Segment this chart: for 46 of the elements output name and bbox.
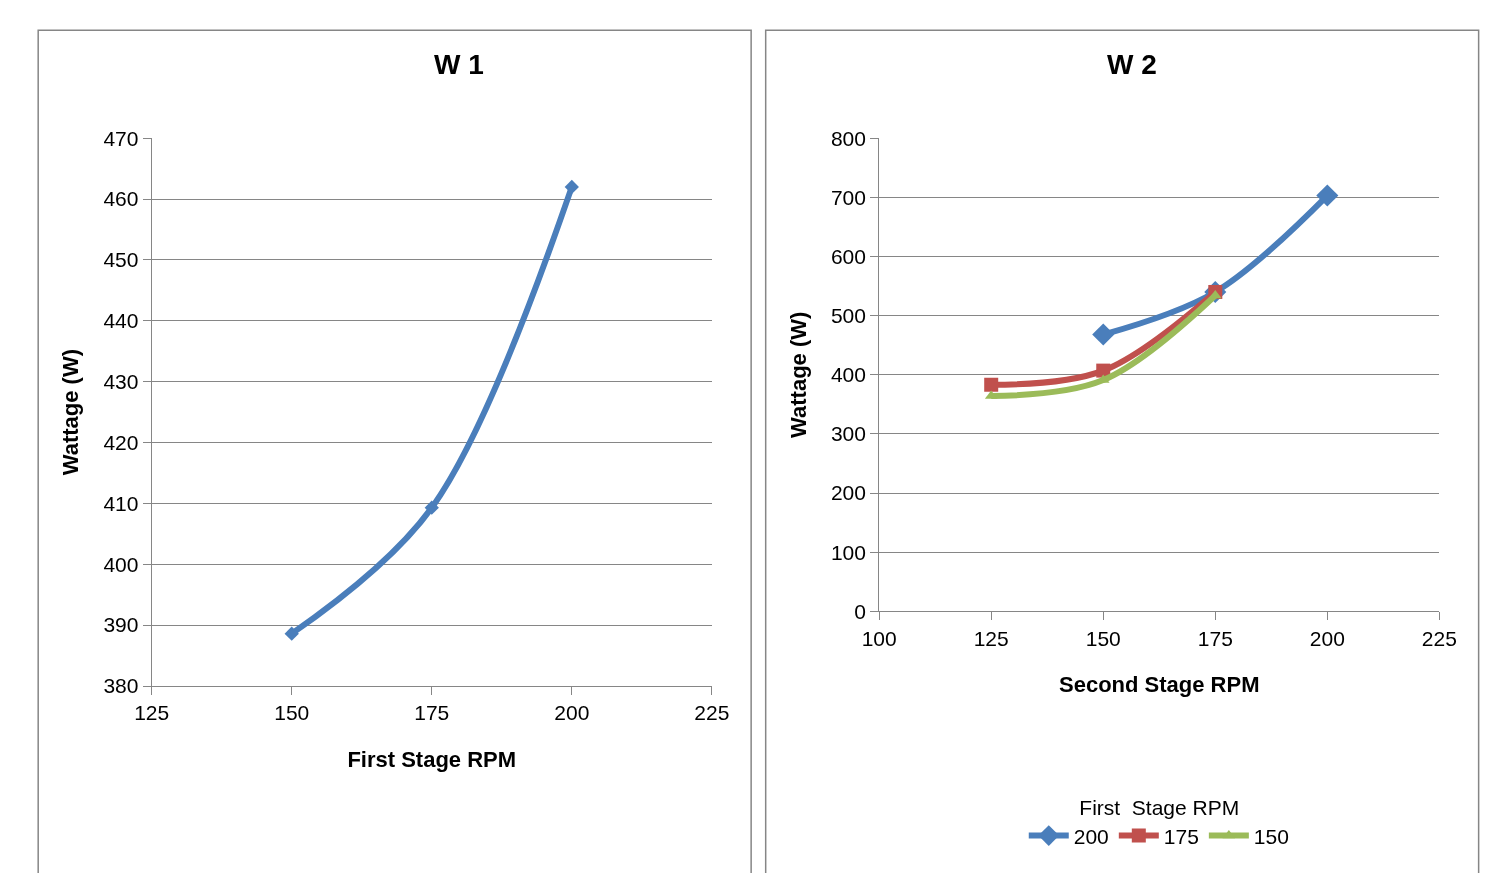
legend-title: First Stage RPM — [1079, 796, 1240, 820]
y-tick-label: 400 — [103, 552, 139, 576]
y-axis-title: Wattage (W) — [58, 348, 84, 476]
y-tick-label: 440 — [103, 309, 139, 333]
y-tick-label: 200 — [830, 481, 866, 505]
y-axis-title: Wattage (W) — [785, 311, 811, 438]
point — [1092, 323, 1115, 346]
x-axis-title: Second Stage RPM — [1059, 672, 1260, 698]
y-tick-label: 420 — [103, 430, 139, 454]
y-tick-label: 700 — [830, 185, 866, 209]
x-tick-label: 150 — [274, 701, 310, 725]
x-tick-label: 100 — [861, 626, 897, 650]
x-tick-label: 200 — [554, 701, 590, 725]
y-tick-label: 400 — [830, 363, 866, 387]
point — [1316, 184, 1339, 207]
x-axis-title: First Stage RPM — [347, 747, 517, 773]
x-tick-label: 225 — [1421, 626, 1457, 650]
x-tick-label: 175 — [1197, 626, 1233, 650]
y-tick-label: 100 — [830, 540, 866, 564]
chart-title: W 2 — [1107, 49, 1157, 80]
x-tick-label: 125 — [134, 701, 170, 725]
x-tick-label: 225 — [694, 701, 730, 725]
y-tick-label: 390 — [103, 613, 139, 637]
point — [984, 377, 999, 392]
y-tick-label: 500 — [830, 303, 866, 327]
y-tick-label: 450 — [103, 248, 139, 272]
x-tick-label: 200 — [1309, 626, 1345, 650]
y-tick-label: 470 — [103, 126, 139, 150]
y-tick-label: 380 — [103, 674, 139, 698]
point — [284, 626, 299, 641]
y-tick-label: 0 — [854, 599, 866, 623]
point — [564, 179, 579, 195]
point — [424, 500, 439, 515]
chart-title: W 1 — [434, 49, 484, 80]
y-tick-label: 600 — [830, 244, 866, 268]
legend-label: 150 — [1253, 824, 1289, 848]
y-tick-label: 460 — [103, 187, 139, 211]
y-tick-label: 430 — [103, 370, 139, 394]
legend-label: 200 — [1073, 824, 1109, 848]
legend-label: 175 — [1163, 824, 1199, 848]
y-tick-label: 300 — [830, 422, 866, 446]
x-tick-label: 150 — [1085, 626, 1121, 650]
x-tick-label: 175 — [414, 701, 450, 725]
y-tick-label: 800 — [830, 126, 866, 150]
y-tick-label: 410 — [103, 491, 139, 515]
x-tick-label: 125 — [973, 626, 1009, 650]
